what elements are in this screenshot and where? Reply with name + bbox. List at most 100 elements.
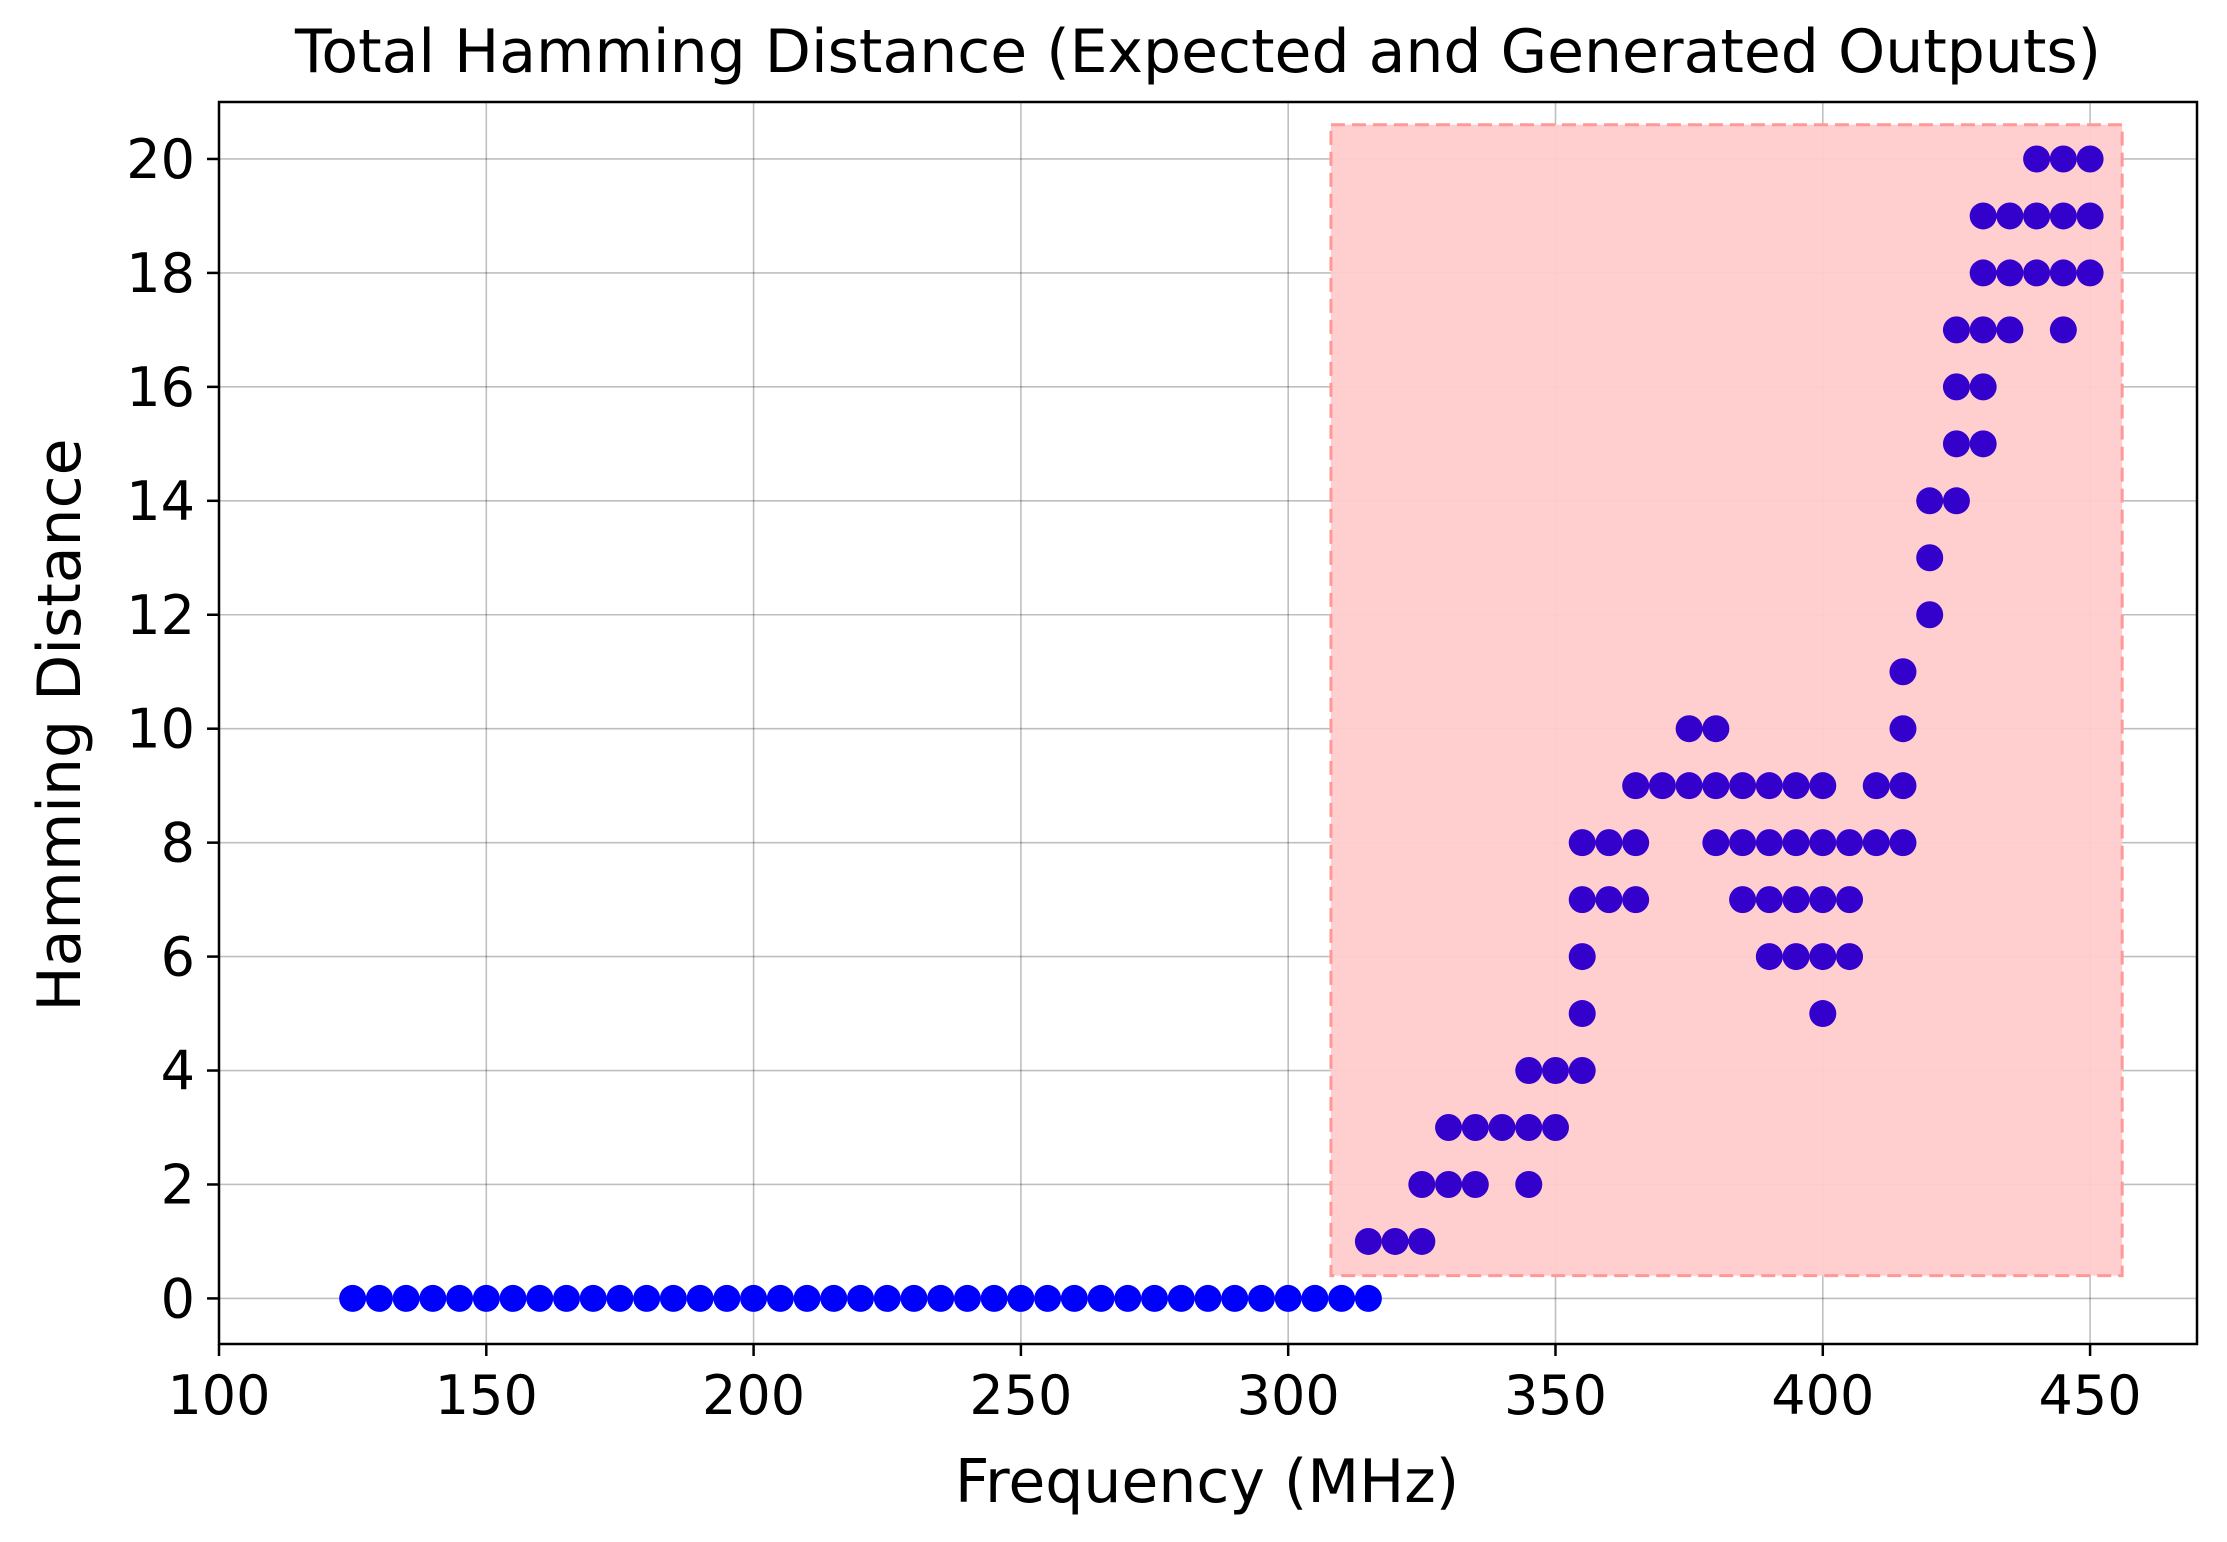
plot-frame (217, 100, 2199, 1346)
y-tick-label: 18 (126, 242, 195, 305)
data-point (1809, 943, 1837, 971)
data-point (1675, 772, 1703, 800)
data-point (1942, 316, 1970, 344)
data-point (1942, 373, 1970, 401)
data-point (365, 1284, 393, 1312)
data-point (1675, 715, 1703, 743)
data-point (1729, 886, 1757, 914)
data-point (793, 1284, 821, 1312)
data-point (1595, 829, 1623, 857)
data-point (339, 1284, 367, 1312)
data-point (1809, 886, 1837, 914)
data-point (1782, 772, 1810, 800)
data-point (1622, 829, 1650, 857)
highlight-rect (1329, 123, 2124, 1278)
y-tick-label: 14 (126, 470, 195, 533)
data-point (1007, 1284, 1035, 1312)
data-point (1702, 829, 1730, 857)
data-point (1755, 772, 1783, 800)
data-point (1114, 1284, 1142, 1312)
data-point (1435, 1114, 1463, 1142)
data-point (1889, 829, 1917, 857)
x-tick-label: 150 (435, 1364, 538, 1427)
data-point (2076, 202, 2104, 230)
data-point (1836, 829, 1864, 857)
y-tick-label: 6 (161, 926, 195, 989)
data-point (526, 1284, 554, 1312)
data-point (1782, 943, 1810, 971)
data-point (2049, 316, 2077, 344)
data-point (1354, 1284, 1382, 1312)
data-point (1916, 544, 1944, 572)
data-point (1435, 1170, 1463, 1198)
data-points (339, 145, 2104, 1312)
data-point (847, 1284, 875, 1312)
x-tick-label: 250 (969, 1364, 1072, 1427)
data-point (1969, 259, 1997, 287)
data-point (1515, 1170, 1543, 1198)
data-point (606, 1284, 634, 1312)
data-point (1247, 1284, 1275, 1312)
y-tick-label: 2 (161, 1153, 195, 1216)
data-point (2049, 145, 2077, 173)
data-point (1622, 886, 1650, 914)
data-point (1034, 1284, 1062, 1312)
data-point (579, 1284, 607, 1312)
data-point (766, 1284, 794, 1312)
data-point (1488, 1114, 1516, 1142)
data-point (1809, 829, 1837, 857)
data-point (1702, 715, 1730, 743)
data-point (1301, 1284, 1329, 1312)
data-point (900, 1284, 928, 1312)
axis-ticks: 100 150 200 250 300 350 400 450 0 2 4 6 8 10 12 14 16 18 2… (126, 128, 2141, 1427)
data-point (1515, 1057, 1543, 1085)
data-point (2049, 202, 2077, 230)
data-point (1568, 943, 1596, 971)
data-point (1622, 772, 1650, 800)
data-point (1862, 772, 1890, 800)
data-point (1461, 1114, 1489, 1142)
y-tick-label: 12 (126, 584, 195, 647)
data-point (1969, 316, 1997, 344)
data-point (1729, 829, 1757, 857)
data-point (927, 1284, 955, 1312)
data-point (873, 1284, 901, 1312)
data-point (1836, 886, 1864, 914)
data-point (1648, 772, 1676, 800)
x-tick-label: 100 (167, 1364, 270, 1427)
data-point (659, 1284, 687, 1312)
data-point (1729, 772, 1757, 800)
data-point (1889, 715, 1917, 743)
data-point (1595, 886, 1623, 914)
y-tick-label: 8 (161, 812, 195, 875)
x-tick-label: 350 (1504, 1364, 1607, 1427)
data-point (1167, 1284, 1195, 1312)
data-point (1996, 259, 2024, 287)
data-point (953, 1284, 981, 1312)
data-point (1354, 1227, 1382, 1255)
data-point (980, 1284, 1008, 1312)
data-point (2023, 202, 2051, 230)
chart-title: Total Hamming Distance (Expected and Gen… (294, 17, 2101, 87)
data-point (1755, 943, 1783, 971)
x-axis-label: Frequency (MHz) (955, 1447, 1459, 1517)
data-point (1916, 601, 1944, 629)
data-point (472, 1284, 500, 1312)
data-point (1889, 772, 1917, 800)
x-tick-label: 450 (2039, 1364, 2142, 1427)
data-point (2076, 259, 2104, 287)
data-point (446, 1284, 474, 1312)
data-point (1568, 829, 1596, 857)
data-point (2023, 259, 2051, 287)
data-point (820, 1284, 848, 1312)
x-tick-label: 400 (1771, 1364, 1874, 1427)
data-point (1381, 1227, 1409, 1255)
data-point (1889, 658, 1917, 686)
data-point (740, 1284, 768, 1312)
data-point (1194, 1284, 1222, 1312)
data-point (1515, 1114, 1543, 1142)
data-point (1862, 829, 1890, 857)
data-point (1782, 886, 1810, 914)
